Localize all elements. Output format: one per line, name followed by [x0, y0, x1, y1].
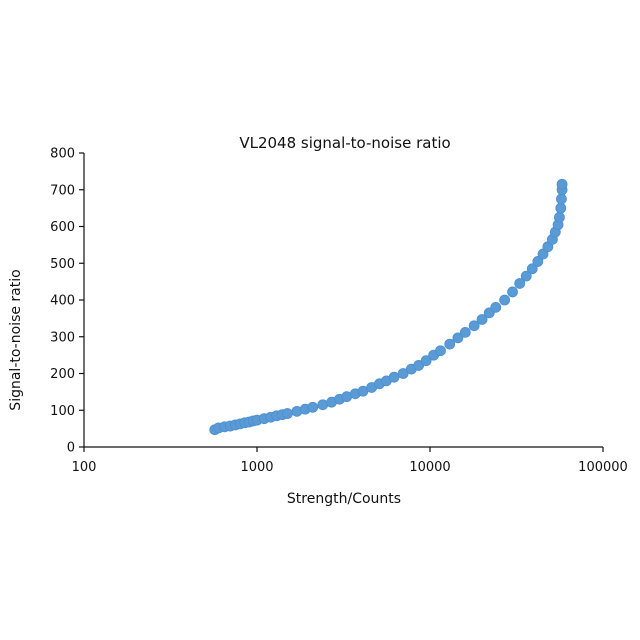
data-point [554, 211, 565, 223]
data-point [459, 326, 471, 338]
x-axis-label: Strength/Counts [287, 491, 401, 507]
x-tick-label: 100000 [578, 460, 628, 475]
y-tick-label: 0 [67, 441, 75, 456]
data-point [499, 294, 511, 306]
data-point [532, 256, 544, 267]
y-tick-label: 300 [50, 330, 75, 345]
x-tick-label: 10000 [409, 460, 450, 475]
y-tick-label: 400 [50, 294, 75, 309]
y-tick-label: 200 [50, 367, 75, 382]
data-points [209, 178, 568, 436]
data-point [507, 286, 518, 298]
axes [83, 153, 603, 448]
data-point [420, 355, 432, 367]
data-point [317, 399, 329, 411]
y-axis-label: Signal-to-noise ratio [8, 269, 24, 410]
data-point [444, 338, 456, 350]
data-point [520, 270, 532, 282]
data-point [435, 345, 446, 357]
data-point [490, 301, 502, 313]
data-point [307, 401, 319, 413]
data-point [555, 202, 567, 214]
x-tick-label: 1000 [240, 460, 273, 475]
data-point [452, 332, 464, 344]
data-point [388, 371, 400, 383]
x-ticks: 100 1000 10000 100000 [72, 447, 628, 475]
y-tick-label: 500 [50, 257, 75, 272]
y-tick-label: 600 [50, 220, 75, 235]
chart-title: VL2048 signal-to-noise ratio [239, 134, 450, 152]
y-ticks: 0 100 200 300 400 500 600 700 800 [50, 147, 84, 456]
data-point [526, 263, 538, 275]
data-point [397, 368, 409, 379]
data-point [468, 320, 480, 332]
data-point [556, 178, 568, 190]
x-tick-label: 100 [72, 460, 97, 475]
data-point [556, 193, 567, 205]
data-point [282, 408, 293, 419]
data-point [514, 278, 526, 289]
y-tick-label: 700 [50, 183, 75, 198]
y-tick-label: 800 [50, 147, 75, 162]
data-point [476, 314, 488, 325]
y-tick-label: 100 [50, 404, 75, 419]
